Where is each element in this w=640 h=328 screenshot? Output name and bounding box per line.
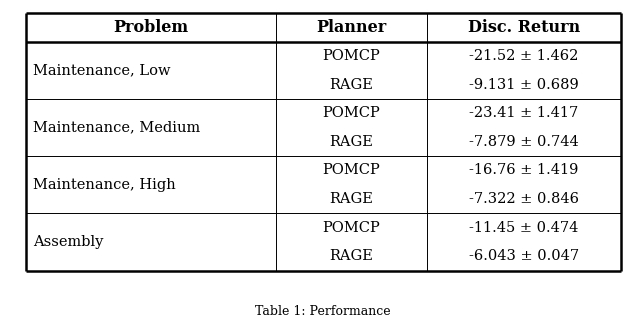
Text: POMCP: POMCP xyxy=(323,163,380,177)
Text: RAGE: RAGE xyxy=(330,135,373,149)
Text: Maintenance, Low: Maintenance, Low xyxy=(33,63,170,77)
Text: RAGE: RAGE xyxy=(330,249,373,263)
Text: -7.322 ± 0.846: -7.322 ± 0.846 xyxy=(469,192,579,206)
Text: Disc. Return: Disc. Return xyxy=(468,19,580,36)
Text: -11.45 ± 0.474: -11.45 ± 0.474 xyxy=(469,221,579,235)
Text: Table 1: Performance: Table 1: Performance xyxy=(255,305,391,318)
Text: -23.41 ± 1.417: -23.41 ± 1.417 xyxy=(470,106,579,120)
Text: Planner: Planner xyxy=(316,19,387,36)
Text: -21.52 ± 1.462: -21.52 ± 1.462 xyxy=(469,49,579,63)
Text: POMCP: POMCP xyxy=(323,221,380,235)
Text: Maintenance, Medium: Maintenance, Medium xyxy=(33,121,200,134)
Text: -16.76 ± 1.419: -16.76 ± 1.419 xyxy=(469,163,579,177)
Text: -6.043 ± 0.047: -6.043 ± 0.047 xyxy=(469,249,579,263)
Text: -9.131 ± 0.689: -9.131 ± 0.689 xyxy=(469,78,579,92)
Text: Problem: Problem xyxy=(113,19,188,36)
Text: POMCP: POMCP xyxy=(323,49,380,63)
Text: Maintenance, High: Maintenance, High xyxy=(33,178,175,192)
Text: -7.879 ± 0.744: -7.879 ± 0.744 xyxy=(469,135,579,149)
Text: POMCP: POMCP xyxy=(323,106,380,120)
Text: RAGE: RAGE xyxy=(330,78,373,92)
Text: RAGE: RAGE xyxy=(330,192,373,206)
Text: Assembly: Assembly xyxy=(33,235,103,249)
